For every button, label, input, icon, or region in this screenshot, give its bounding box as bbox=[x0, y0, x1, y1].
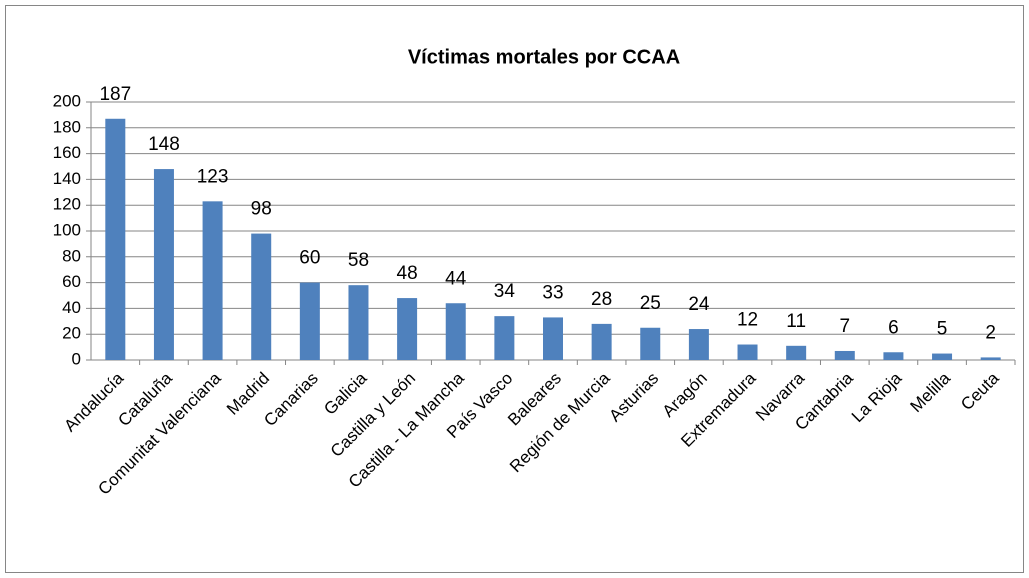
y-tick-label: 100 bbox=[53, 220, 81, 239]
data-label: 28 bbox=[591, 289, 612, 310]
data-label: 34 bbox=[494, 281, 516, 302]
bar bbox=[105, 118, 126, 361]
bar bbox=[202, 201, 223, 360]
bar bbox=[591, 323, 612, 360]
bar bbox=[494, 316, 515, 360]
chart-border bbox=[5, 5, 1024, 573]
data-label: 187 bbox=[99, 84, 131, 105]
y-tick-label: 80 bbox=[62, 246, 81, 265]
data-label: 48 bbox=[397, 263, 418, 284]
bar bbox=[688, 329, 709, 360]
bar bbox=[640, 327, 661, 360]
y-tick-label: 0 bbox=[72, 349, 81, 368]
data-label: 24 bbox=[688, 294, 710, 315]
y-tick-label: 160 bbox=[53, 143, 81, 162]
bar bbox=[543, 317, 563, 360]
bar bbox=[883, 352, 904, 360]
data-label: 44 bbox=[445, 268, 467, 289]
data-label: 33 bbox=[542, 282, 563, 303]
bar bbox=[445, 303, 466, 360]
y-tick-label: 200 bbox=[53, 91, 81, 110]
bar bbox=[980, 357, 1001, 360]
y-tick-label: 60 bbox=[62, 272, 81, 291]
data-label: 25 bbox=[640, 293, 661, 314]
data-label: 58 bbox=[348, 250, 369, 271]
data-label: 12 bbox=[737, 310, 758, 331]
data-label: 6 bbox=[888, 317, 899, 338]
data-label: 60 bbox=[299, 248, 320, 269]
bar bbox=[251, 233, 272, 360]
data-label: 148 bbox=[148, 134, 180, 155]
y-tick-label: 20 bbox=[62, 324, 81, 343]
data-label: 98 bbox=[251, 199, 272, 220]
data-label: 123 bbox=[197, 166, 229, 187]
bar bbox=[786, 345, 807, 360]
data-label: 5 bbox=[937, 319, 948, 340]
bar bbox=[834, 350, 855, 360]
bar bbox=[737, 344, 758, 360]
bar bbox=[299, 282, 320, 360]
y-tick-label: 40 bbox=[62, 298, 81, 317]
y-tick-label: 120 bbox=[53, 195, 81, 214]
chart-title: Víctimas mortales por CCAA bbox=[408, 46, 680, 68]
y-tick-label: 140 bbox=[53, 169, 81, 188]
data-label: 7 bbox=[840, 316, 851, 337]
bar bbox=[932, 353, 953, 360]
bar bbox=[153, 169, 174, 360]
bar bbox=[348, 285, 369, 360]
data-label: 2 bbox=[985, 322, 996, 343]
data-label: 11 bbox=[786, 311, 806, 332]
bar bbox=[397, 298, 418, 360]
y-tick-label: 180 bbox=[53, 117, 81, 136]
